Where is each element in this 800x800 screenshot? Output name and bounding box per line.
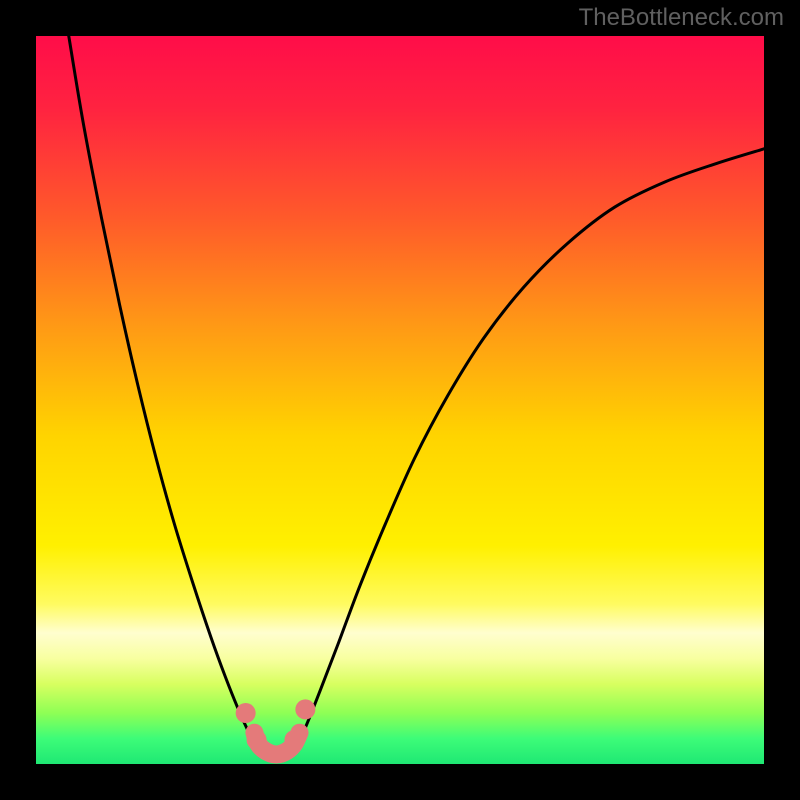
accent-dot-1 [247,730,267,750]
accent-dot-2 [284,730,304,750]
accent-dot-0 [236,703,256,723]
watermark-text: TheBottleneck.com [579,4,784,32]
plot-area [36,36,764,764]
chart-frame: TheBottleneck.com [0,0,800,800]
accent-dot-3 [295,699,315,719]
gradient-background [36,36,764,764]
